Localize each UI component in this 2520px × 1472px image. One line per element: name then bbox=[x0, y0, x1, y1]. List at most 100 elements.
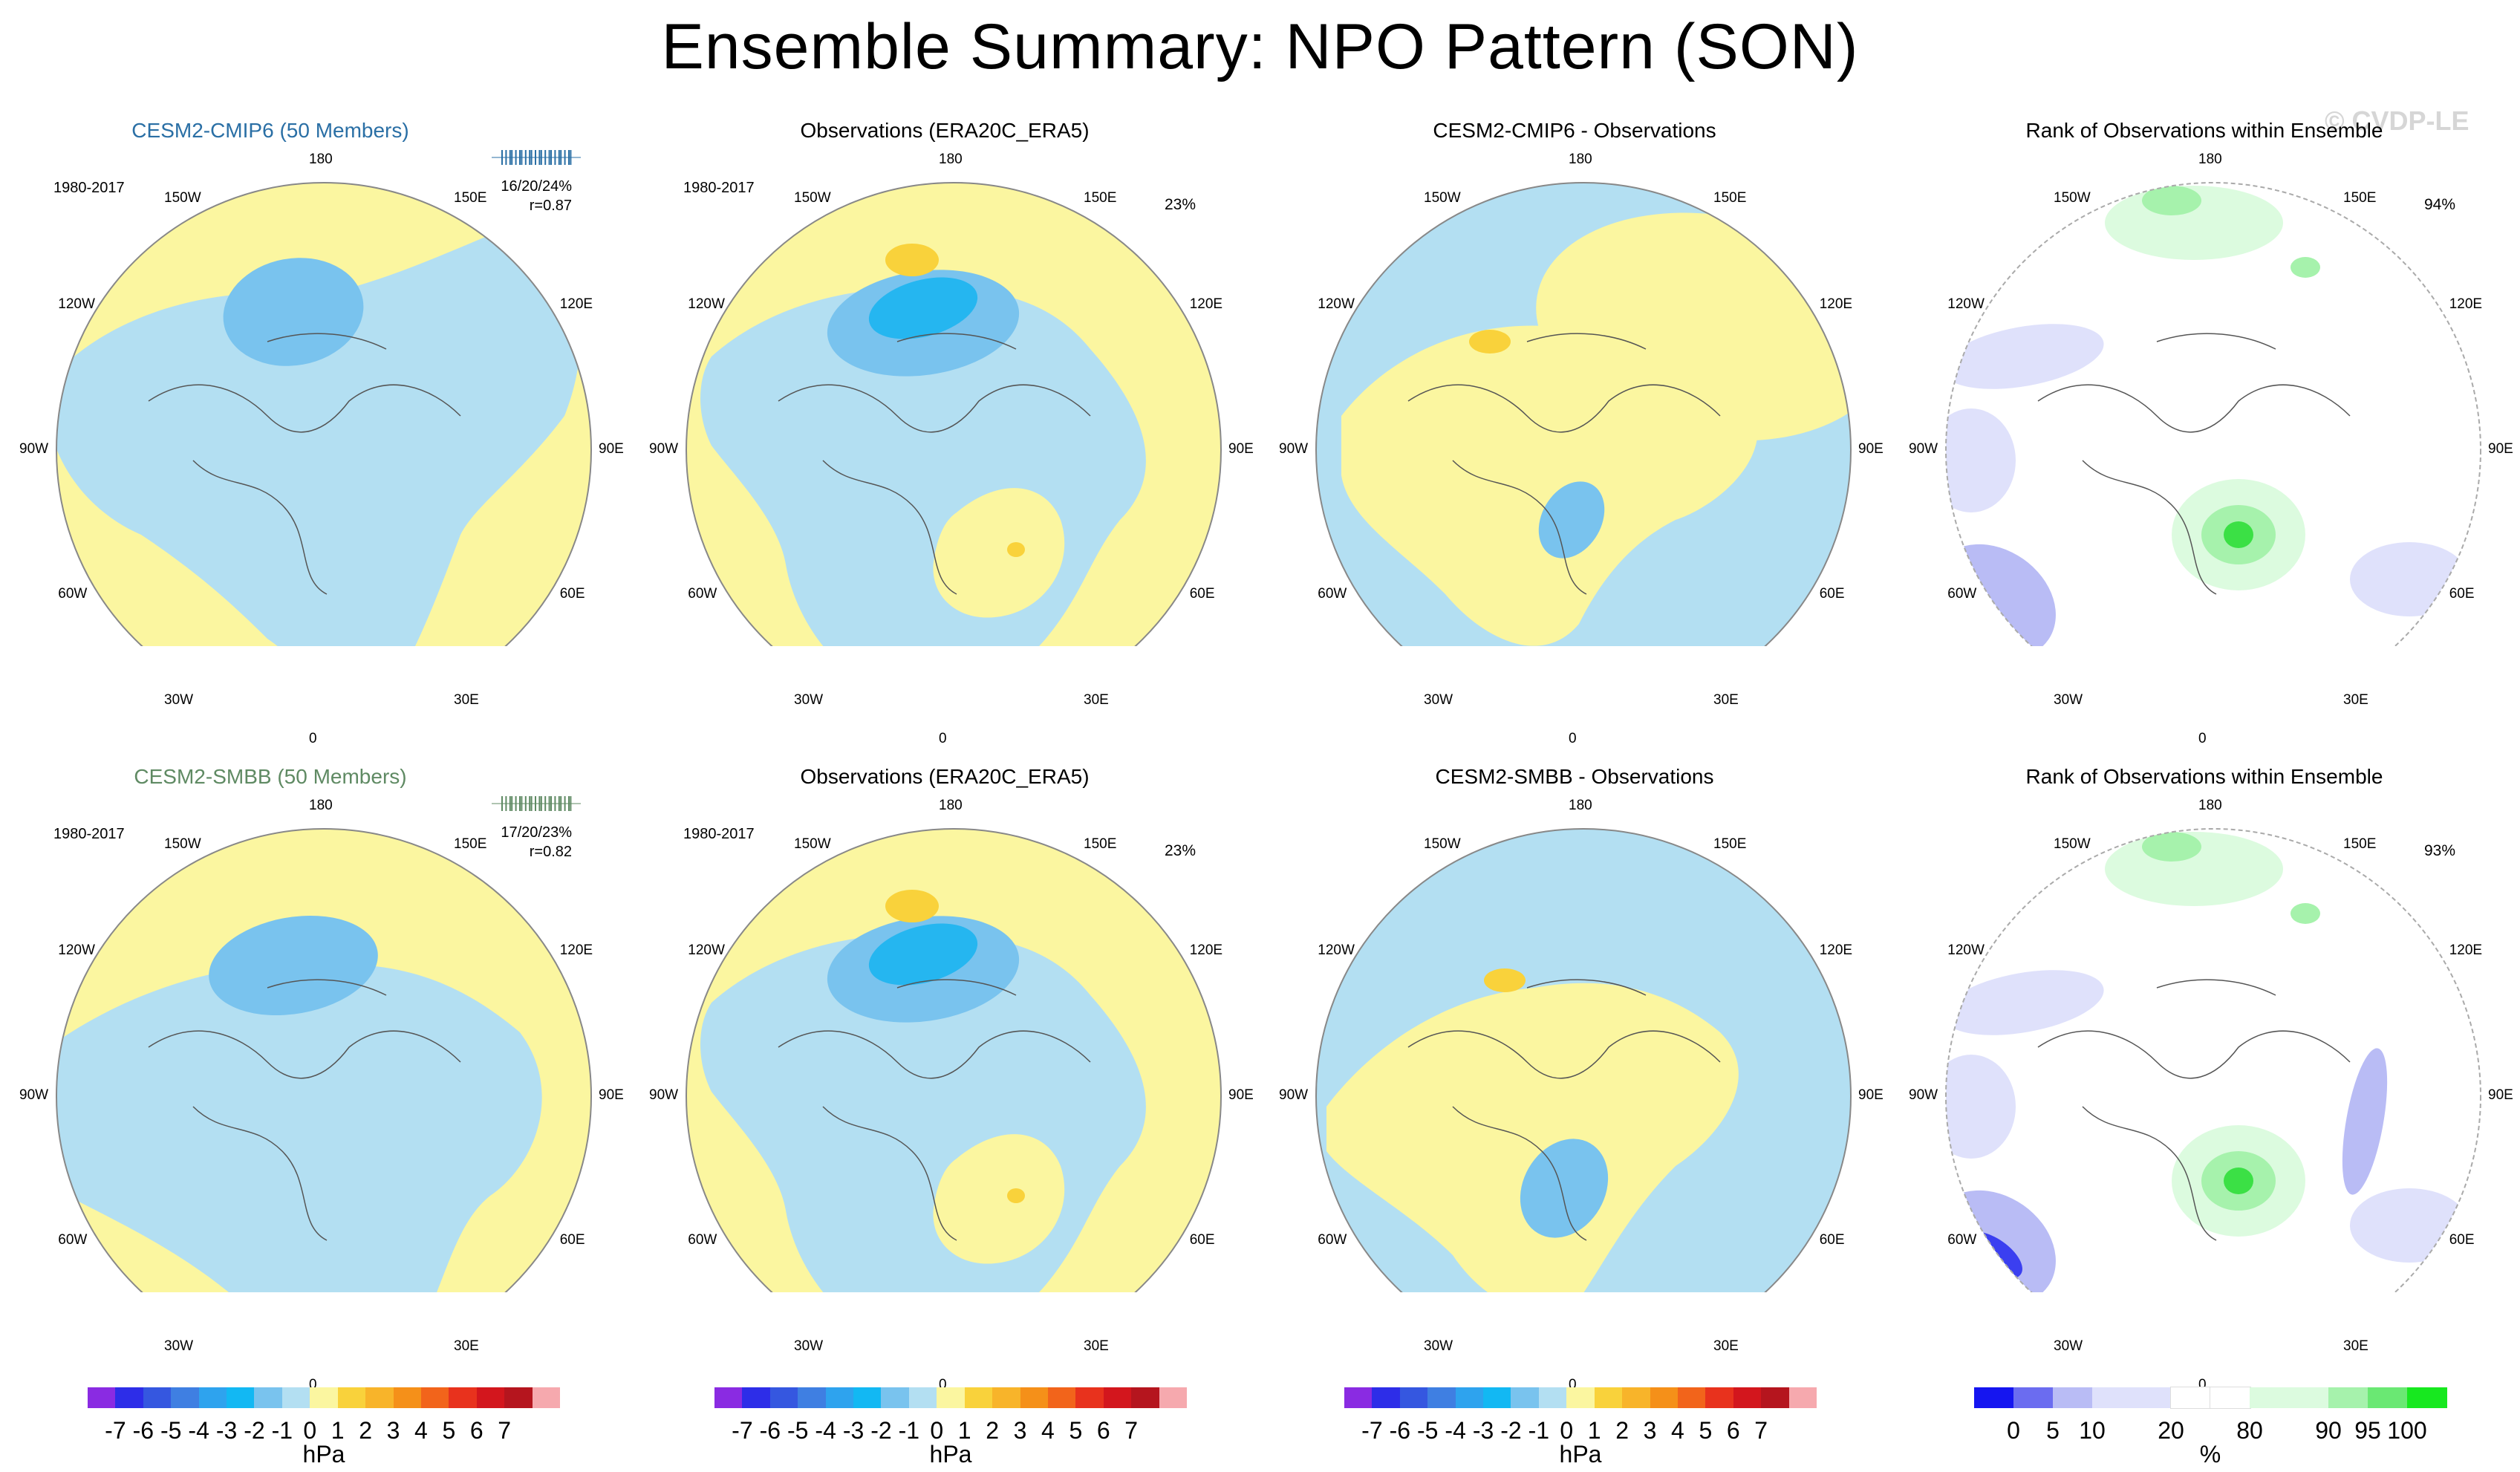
colorbar-tick: -6 bbox=[1389, 1417, 1411, 1444]
longitude-label: 120E bbox=[2449, 296, 2483, 312]
colorbar-swatch bbox=[2132, 1387, 2172, 1408]
hpa-colorbar: -7 -6 -5 -4 -3 -2 -1 0 1 2 3 4 5 6 7 hPa bbox=[88, 1387, 561, 1472]
ensemble-variance-range: 16/20/24% bbox=[501, 178, 572, 195]
longitude-label: 120E bbox=[559, 296, 593, 312]
colorbar-swatch bbox=[2407, 1387, 2447, 1408]
colorbar-tick: 4 bbox=[1671, 1417, 1684, 1444]
longitude-label: 180 bbox=[939, 798, 963, 813]
colorbar-swatch bbox=[365, 1387, 394, 1408]
longitude-label: 30E bbox=[2343, 691, 2368, 708]
longitude-label: 150W bbox=[794, 836, 831, 853]
siberia-rank-low bbox=[2342, 1048, 2388, 1195]
longitude-label: 90W bbox=[1909, 441, 1938, 457]
colorbar-swatch bbox=[1483, 1387, 1511, 1408]
colorbar-swatch bbox=[532, 1387, 561, 1408]
colorbar-swatch bbox=[310, 1387, 339, 1408]
ensemble-stats: 16/20/24% r=0.87 bbox=[423, 177, 572, 215]
colorbar-tick: 7 bbox=[1754, 1417, 1768, 1444]
polar-map bbox=[1315, 182, 1852, 646]
longitude-label: 90E bbox=[2488, 441, 2513, 457]
longitude-label: 150W bbox=[2054, 190, 2091, 206]
longitude-label: 90E bbox=[599, 1087, 624, 1103]
colorbar-swatch bbox=[2289, 1387, 2329, 1408]
europe-high bbox=[1007, 1188, 1025, 1203]
pacific-rank-high-core bbox=[2142, 186, 2201, 215]
longitude-label: 150W bbox=[164, 836, 201, 853]
panel-title: CESM2-SMBB (50 Members) bbox=[134, 765, 407, 788]
longitude-label: 0 bbox=[2198, 1377, 2207, 1393]
map-border bbox=[686, 828, 1222, 1292]
longitude-label: 60E bbox=[1819, 586, 1845, 602]
colorbar-tick: -1 bbox=[271, 1417, 293, 1444]
longitude-label: 90E bbox=[1228, 1087, 1254, 1103]
colorbar-swatch bbox=[964, 1387, 993, 1408]
panel-title: CESM2-SMBB - Observations bbox=[1435, 765, 1714, 788]
longitude-label: 60W bbox=[1318, 586, 1347, 602]
colorbar-tick: -6 bbox=[759, 1417, 781, 1444]
map-border bbox=[686, 182, 1222, 646]
panel-title: CESM2-CMIP6 (50 Members) bbox=[131, 119, 409, 142]
longitude-label: 120E bbox=[1819, 942, 1853, 958]
europe-high bbox=[1007, 542, 1025, 557]
watermark: © CVDP-LE bbox=[2325, 105, 2469, 136]
longitude-label: 30E bbox=[454, 691, 479, 708]
longitude-label: 90W bbox=[1909, 1087, 1938, 1103]
longitude-label: 30E bbox=[1084, 1338, 1109, 1354]
colorbar-swatch bbox=[420, 1387, 449, 1408]
colorbar-tick: 4 bbox=[414, 1417, 428, 1444]
colorbar-swatch bbox=[1047, 1387, 1076, 1408]
colorbar-swatch bbox=[2210, 1387, 2251, 1409]
colorbar-tick: 10 bbox=[2079, 1417, 2106, 1444]
longitude-label: 60W bbox=[1947, 586, 1977, 602]
longitude-label: 0 bbox=[939, 1377, 947, 1393]
percent-label: 93% bbox=[2424, 842, 2456, 859]
longitude-label: 30W bbox=[164, 691, 194, 708]
longitude-label: 60E bbox=[2449, 586, 2475, 602]
asia-low bbox=[1713, 829, 1851, 1032]
longitude-label: 0 bbox=[939, 731, 947, 746]
longitude-label: 90W bbox=[649, 441, 679, 457]
map-field bbox=[1316, 829, 1851, 1292]
asia-rank-low bbox=[2350, 542, 2469, 616]
colorbar-swatch bbox=[2170, 1387, 2212, 1409]
longitude-label: 30E bbox=[1713, 1338, 1739, 1354]
longitude-label: 120W bbox=[1947, 942, 1985, 958]
map-border bbox=[1315, 182, 1852, 646]
colorbar-tick: -3 bbox=[1472, 1417, 1494, 1444]
colorbar-swatch bbox=[143, 1387, 172, 1408]
longitude-label: 60E bbox=[1189, 1232, 1215, 1248]
longitude-label: 30E bbox=[454, 1338, 479, 1354]
colorbar-tick: -2 bbox=[870, 1417, 892, 1444]
colorbar-tick: 2 bbox=[1615, 1417, 1629, 1444]
colorbar-tick: 3 bbox=[1013, 1417, 1027, 1444]
hpa-colorbar: -7 -6 -5 -4 -3 -2 -1 0 1 2 3 4 5 6 7 hPa bbox=[1344, 1387, 1817, 1472]
longitude-label: 120W bbox=[1318, 942, 1355, 958]
longitude-label: 150W bbox=[794, 190, 831, 206]
longitude-label: 120E bbox=[1819, 296, 1853, 312]
longitude-label: 120W bbox=[58, 296, 95, 312]
longitude-label: 90W bbox=[649, 1087, 679, 1103]
colorbar-swatch bbox=[992, 1387, 1021, 1408]
longitude-label: 60E bbox=[2449, 1232, 2475, 1248]
longitude-label: 90E bbox=[1858, 441, 1884, 457]
colorbar-tick: -2 bbox=[244, 1417, 265, 1444]
map-border bbox=[1315, 828, 1852, 1292]
colorbar-swatch bbox=[1538, 1387, 1567, 1408]
longitude-label: 30W bbox=[164, 1338, 194, 1354]
longitude-label: 120E bbox=[1189, 942, 1223, 958]
colorbar-tick: 5 bbox=[1069, 1417, 1083, 1444]
ensemble-spread-ticks bbox=[492, 796, 581, 811]
colorbar-tick: -7 bbox=[105, 1417, 126, 1444]
polar-map bbox=[56, 828, 592, 1292]
longitude-label: 120W bbox=[688, 942, 725, 958]
map-field bbox=[56, 183, 591, 646]
colorbar-unit: % bbox=[2199, 1441, 2221, 1468]
colorbar-swatch bbox=[281, 1387, 310, 1408]
coastlines bbox=[148, 979, 461, 1241]
positive-tongue bbox=[933, 1134, 1065, 1264]
pacific-high bbox=[885, 244, 939, 276]
longitude-label: 90W bbox=[1279, 1087, 1309, 1103]
longitude-label: 150E bbox=[1084, 836, 1117, 853]
colorbar-swatch bbox=[2250, 1387, 2290, 1408]
colorbar-swatch bbox=[2092, 1387, 2132, 1408]
